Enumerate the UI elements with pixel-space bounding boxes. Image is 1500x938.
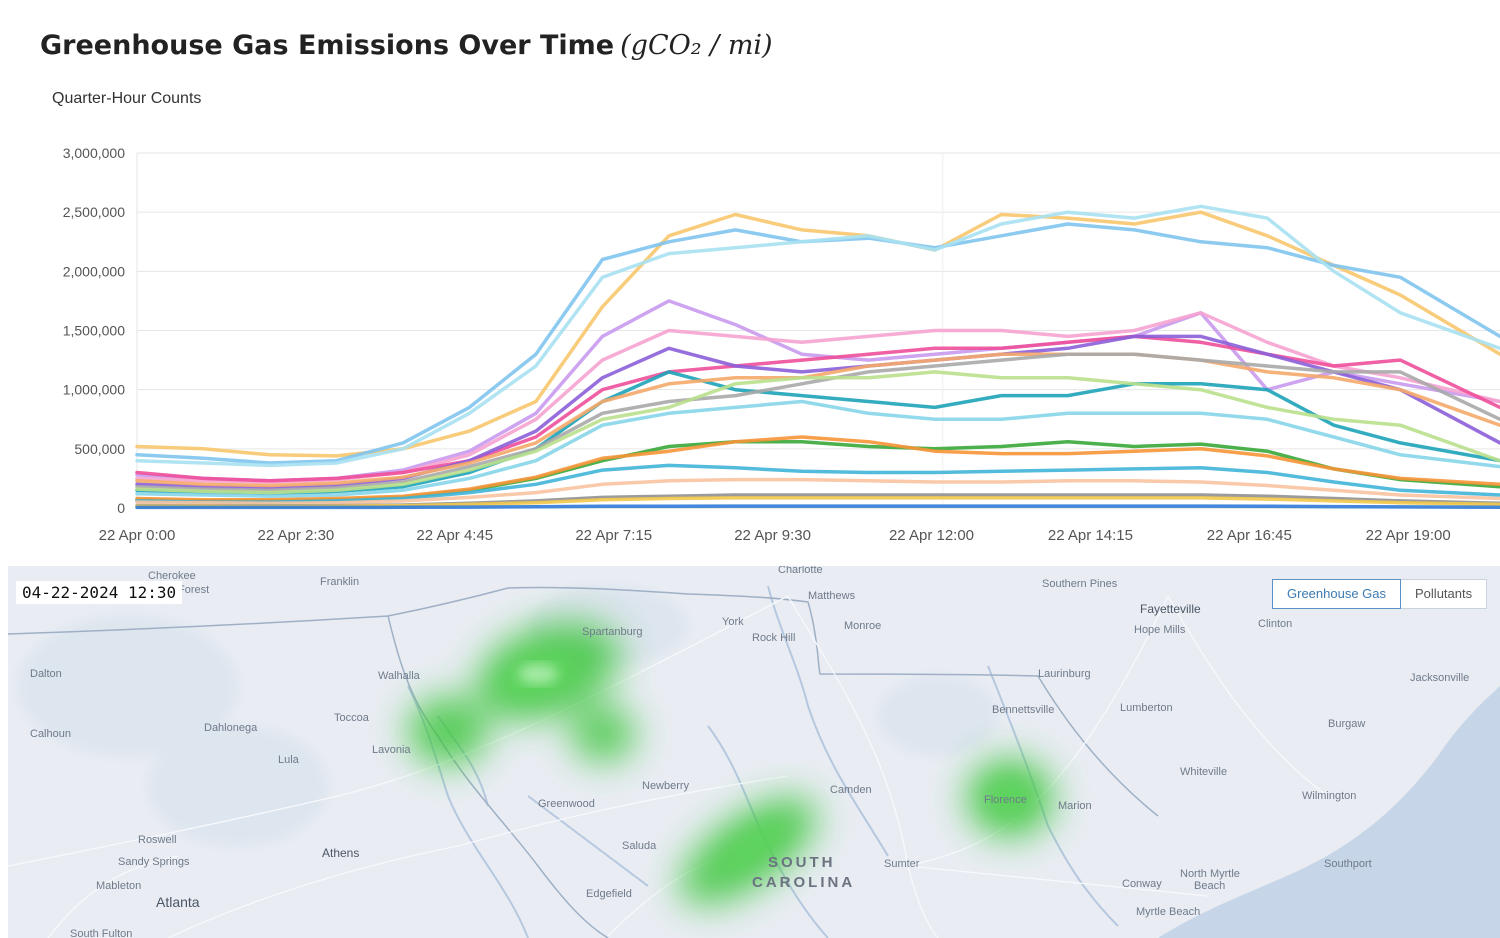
x-tick-label: 22 Apr 12:00 (889, 527, 974, 544)
place-whiteville: Whiteville (1180, 766, 1228, 778)
chart-subtitle: Quarter-Hour Counts (52, 90, 202, 107)
x-tick-label: 22 Apr 4:45 (416, 527, 493, 544)
place-spartanburg: Spartanburg (582, 626, 643, 638)
place-marion: Marion (1058, 800, 1092, 812)
place-lavonia: Lavonia (372, 744, 411, 756)
x-tick-label: 22 Apr 14:15 (1048, 527, 1133, 544)
heat-layer (408, 621, 1054, 906)
place-hope-mills: Hope Mills (1134, 624, 1186, 636)
map-timestamp: 04-22-2024 12:30 (16, 581, 183, 604)
series-line (135, 352, 1500, 493)
place-cherokee: Cherokee (148, 570, 196, 582)
y-tick-label: 3,000,000 (63, 145, 125, 161)
place-lula: Lula (278, 754, 299, 766)
series-line (135, 334, 1500, 490)
place-bennettsville: Bennettsville (992, 704, 1055, 716)
greenhouse-gas-toggle-button[interactable]: Greenhouse Gas (1272, 579, 1402, 609)
place-burgaw: Burgaw (1328, 718, 1366, 730)
place-athens: Athens (322, 846, 360, 860)
place-forest: Forest (178, 584, 210, 596)
place-toccoa: Toccoa (334, 712, 369, 724)
x-tick-label: 22 Apr 7:15 (575, 527, 652, 544)
place-monroe: Monroe (844, 620, 882, 632)
y-tick-label: 0 (117, 500, 125, 516)
place-southern-pines: Southern Pines (1042, 578, 1118, 590)
series-line (135, 370, 1500, 495)
state-borders (8, 586, 1159, 938)
chart-title-unit: (gCO₂ / mi) (620, 30, 773, 61)
series-line (135, 435, 1500, 502)
place-charlotte: Charlotte (778, 566, 823, 576)
y-tick-label: 2,500,000 (63, 204, 125, 220)
place-south-fulton: South Fulton (70, 928, 133, 938)
place-dahlonega: Dahlonega (204, 722, 258, 734)
place-sandy-springs: Sandy Springs (118, 856, 190, 868)
place-calhoun: Calhoun (30, 728, 71, 740)
place-florence: Florence (984, 794, 1027, 806)
place-wilmington: Wilmington (1302, 790, 1357, 802)
place-north-myrtle-beach-line-1: North Myrtle (1180, 868, 1240, 880)
place-matthews: Matthews (808, 590, 856, 602)
series-line (135, 463, 1500, 504)
series-line (135, 504, 1500, 510)
map-base-layer (8, 585, 1500, 938)
series-line (135, 352, 1500, 488)
place-lumberton: Lumberton (1120, 702, 1173, 714)
x-tick-label: 22 Apr 19:00 (1366, 527, 1451, 544)
place-york: York (722, 616, 744, 628)
pollutants-toggle-button[interactable]: Pollutants (1415, 586, 1473, 601)
y-tick-label: 1,500,000 (63, 323, 125, 339)
y-tick-label: 2,000,000 (63, 263, 125, 279)
place-newberry: Newberry (642, 780, 690, 792)
chart-title-text: Greenhouse Gas Emissions Over Time (40, 30, 615, 61)
place-franklin: Franklin (320, 576, 360, 588)
place-edgefield: Edgefield (586, 888, 632, 900)
place-dalton: Dalton (30, 668, 62, 680)
series-line (135, 210, 1500, 458)
place-conway: Conway (1122, 878, 1162, 890)
series-line (135, 477, 1500, 506)
place-southport: Southport (1324, 858, 1372, 870)
place-rock-hill: Rock Hill (752, 632, 796, 644)
series-line (135, 334, 1500, 483)
x-tick-label: 22 Apr 0:00 (99, 527, 176, 544)
place-mableton: Mableton (96, 880, 142, 892)
state-label-line-2: CAROLINA (752, 874, 856, 891)
place-camden: Camden (830, 784, 872, 796)
place-sumter: Sumter (884, 858, 920, 870)
chart-title: Greenhouse Gas Emissions Over Time (gCO₂ … (40, 30, 773, 61)
emissions-heatmap[interactable]: Charlotte Cherokee Forest Franklin Matth… (8, 566, 1500, 938)
place-saluda: Saluda (622, 840, 657, 852)
y-tick-label: 1,000,000 (63, 382, 125, 398)
emission-type-toggle[interactable]: Greenhouse Gas Pollutants (1272, 579, 1488, 609)
place-clinton: Clinton (1258, 618, 1293, 630)
place-laurinburg: Laurinburg (1038, 668, 1091, 680)
y-tick-label: 500,000 (74, 441, 125, 457)
series-line (135, 204, 1500, 468)
place-walhalla: Walhalla (378, 670, 420, 682)
state-label-line-1: SOUTH (768, 854, 836, 871)
place-fayetteville: Fayetteville (1140, 602, 1201, 616)
place-roswell: Roswell (138, 834, 177, 846)
place-atlanta: Atlanta (156, 894, 200, 910)
emissions-line-chart: 0 500,000 1,000,000 1,500,000 2,000,000 2,500… (63, 145, 1500, 544)
place-north-myrtle-beach-line-2: Beach (1194, 880, 1226, 892)
x-tick-label: 22 Apr 9:30 (734, 527, 811, 544)
ocean (1158, 686, 1500, 938)
place-myrtle-beach: Myrtle Beach (1136, 906, 1201, 918)
x-tick-label: 22 Apr 2:30 (258, 527, 335, 544)
series-line (135, 399, 1500, 498)
place-jacksonville: Jacksonville (1410, 672, 1470, 684)
x-tick-label: 22 Apr 16:45 (1207, 527, 1292, 544)
place-greenwood: Greenwood (538, 798, 595, 810)
